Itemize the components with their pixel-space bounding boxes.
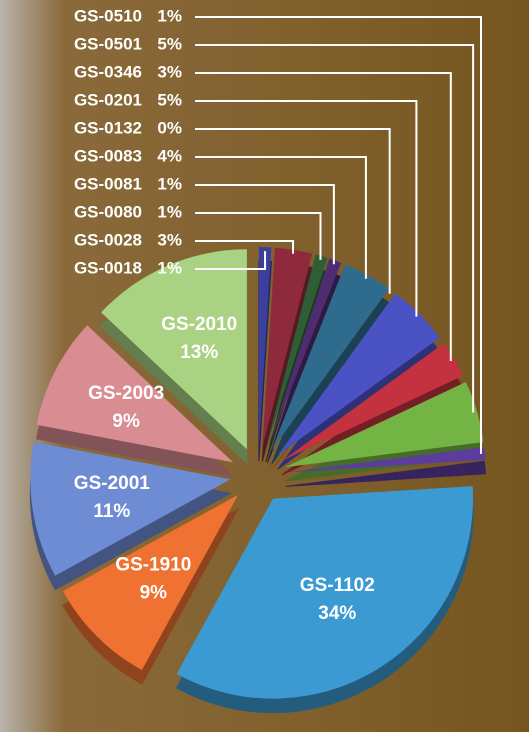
slice-value: 34% [318, 603, 356, 624]
callout-category: GS-0080 [74, 202, 142, 221]
callout-category: GS-0018 [74, 258, 142, 277]
callout-value: 1% [157, 6, 182, 25]
callout-value: 1% [157, 174, 182, 193]
slice-value: 9% [112, 411, 140, 432]
callout-value: 0% [157, 118, 182, 137]
callout-category: GS-0083 [74, 146, 142, 165]
callout-value: 3% [157, 230, 182, 249]
callout-value: 5% [157, 90, 182, 109]
callout-value: 5% [157, 34, 182, 53]
slice-category: GS-2001 [74, 473, 150, 494]
callout-category: GS-0510 [74, 6, 142, 25]
callout-category: GS-0501 [74, 34, 142, 53]
callout-value: 3% [157, 62, 182, 81]
slice-value: 9% [140, 583, 168, 604]
callout-value: 1% [157, 202, 182, 221]
callout-category: GS-0346 [74, 62, 142, 81]
callout-value: 4% [157, 146, 182, 165]
callout-category: GS-0132 [74, 118, 142, 137]
slice-category: GS-2010 [161, 314, 237, 335]
slice-value: 11% [93, 501, 130, 522]
slice-category: GS-2003 [88, 383, 164, 404]
callout-category: GS-0081 [74, 174, 142, 193]
callout-category: GS-0201 [74, 90, 142, 109]
chart: GS-1102 34% GS-1910 9% GS-2001 11% GS-2003 9% GS… [0, 0, 529, 732]
slice-category: GS-1102 [300, 575, 375, 596]
slice-value: 13% [180, 342, 218, 363]
slice-category: GS-1910 [115, 555, 191, 576]
callout-value: 1% [157, 258, 182, 277]
callout-category: GS-0028 [74, 230, 142, 249]
